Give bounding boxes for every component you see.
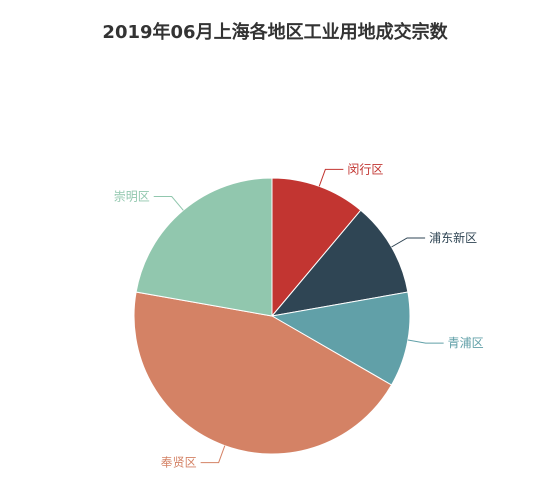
label-leader-line [200,445,226,464]
slice-label: 闵行区 [347,161,383,176]
slice-label: 浦东新区 [429,230,477,245]
label-leader-line [318,168,344,187]
label-leader-line [407,339,444,344]
pie-slice[interactable] [270,209,409,317]
edge-marker [64,322,67,334]
label-leader-line [153,196,184,211]
pie-slice[interactable] [133,291,393,455]
chart-title: 2019年06月上海各地区工业用地成交宗数 [102,22,448,43]
pie-slice[interactable] [271,177,362,318]
slice-label: 青浦区 [448,336,484,350]
pie-slice[interactable] [135,177,273,317]
label-leader-line [391,237,426,248]
slice-label: 奉贤区 [161,456,197,470]
slice-label: 崇明区 [114,190,150,204]
